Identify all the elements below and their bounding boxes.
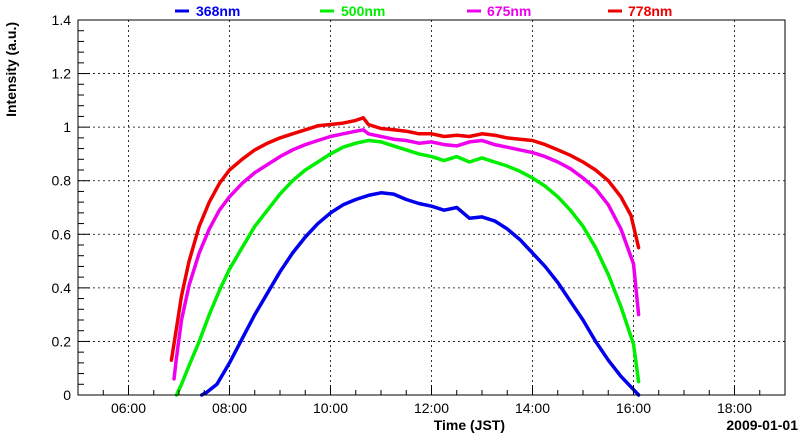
y-axis-title: Intensity (a.u.) [3,22,19,117]
ticks-layer: 06:00 08:00 10:00 12:00 14:00 16:00 18:00 0 0.2 0… [52,12,786,416]
legend-label-368nm: 368nm [196,3,240,19]
series-line-675nm [172,128,641,381]
y-tick-label: 1 [63,119,71,135]
y-tick-label: 0.6 [52,226,72,242]
y-tick-label: 0.4 [52,280,72,296]
y-tick-label: 0.8 [52,173,72,189]
legend: 368nm 500nm 675nm 778nm [175,3,672,19]
series-layer [169,116,641,397]
legend-label-500nm: 500nm [341,3,385,19]
y-tick-label: 1.2 [52,66,72,82]
series-line-778nm [169,116,641,362]
x-tick-label: 18:00 [717,400,752,416]
x-tick-label: 16:00 [616,400,651,416]
x-tick-label: 06:00 [111,400,146,416]
x-tick-label: 14:00 [515,400,550,416]
y-tick-label: 0 [63,387,71,403]
x-tick-label: 10:00 [313,400,348,416]
x-axis-title: Time (JST) [434,417,505,433]
series-line-500nm [174,138,641,397]
y-tick-label: 1.4 [52,12,72,28]
x-tick-label: 12:00 [414,400,449,416]
series-line-368nm [199,191,641,397]
y-tick-label: 0.2 [52,333,72,349]
legend-label-778nm: 778nm [628,3,672,19]
date-label: 2009-01-01 [726,417,798,433]
x-tick-label: 08:00 [212,400,247,416]
legend-label-675nm: 675nm [487,3,531,19]
